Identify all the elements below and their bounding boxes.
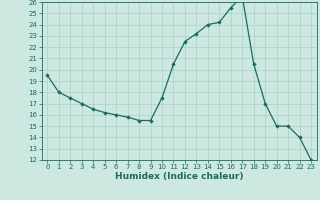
X-axis label: Humidex (Indice chaleur): Humidex (Indice chaleur) xyxy=(115,172,244,181)
